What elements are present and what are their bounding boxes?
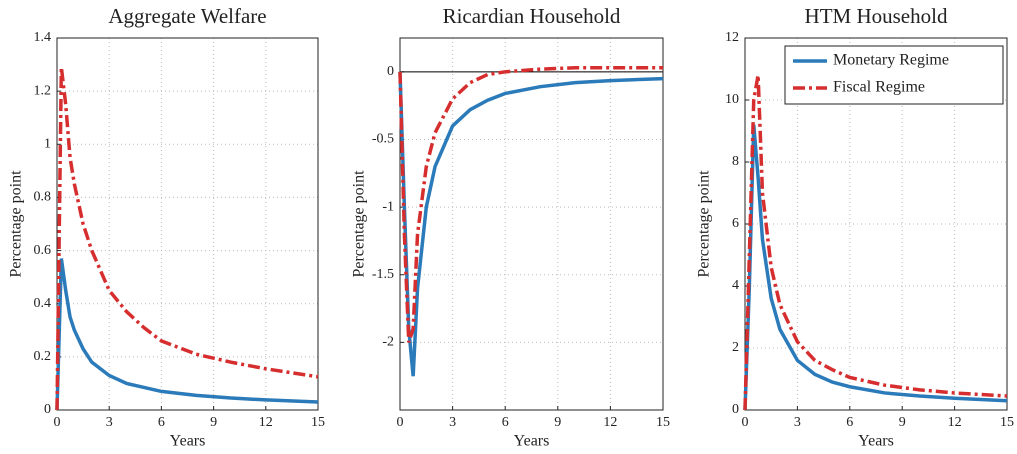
chart-title: Aggregate Welfare [108,4,266,28]
y-tick-label: 1.2 [34,83,52,98]
y-tick-label: 2 [732,340,739,355]
series-line [398,66,663,343]
x-tick-label: 12 [603,415,617,430]
x-tick-label: 6 [502,415,509,430]
x-tick-label: 15 [656,415,670,430]
x-tick-label: 0 [397,415,404,430]
y-tick-label: 1 [44,137,51,152]
x-tick-label: 9 [210,415,217,430]
legend-box [784,45,1004,105]
y-tick-label: 0.6 [34,243,52,258]
y-tick-label: 0 [44,402,51,417]
y-tick-label: -1.5 [372,267,394,282]
axes-frame [399,37,664,411]
y-tick-label: 0 [387,64,394,79]
x-tick-label: 6 [158,415,165,430]
y-tick-label: 4 [732,278,739,293]
x-tick-label: 3 [106,415,113,430]
x-tick-label: 9 [554,415,561,430]
y-axis-label: Percentage point [8,170,25,278]
x-tick-label: 9 [899,415,906,430]
y-tick-label: 1.4 [34,30,52,45]
x-tick-label: 0 [54,415,61,430]
axes-frame [56,37,319,411]
series-line [55,258,319,411]
y-tick-label: 10 [725,92,739,107]
x-tick-label: 12 [948,415,962,430]
chart-title: HTM Household [805,4,948,28]
axes-frame [744,37,1008,411]
y-tick-label: 12 [725,30,739,45]
series-line [743,74,1008,411]
y-tick-label: -2 [382,335,394,350]
x-tick-label: 15 [1000,415,1014,430]
y-tick-label: 0.8 [34,190,52,205]
chart-title: Ricardian Household [443,4,621,28]
y-tick-label: 0.4 [34,296,52,311]
series-line [55,67,319,411]
y-tick-label: -1 [382,199,394,214]
x-axis-label: Years [514,433,550,450]
series-line [398,71,664,377]
x-axis-label: Years [170,433,206,450]
x-tick-label: 15 [311,415,325,430]
series-line [743,124,1008,411]
y-tick-label: 6 [732,216,739,231]
y-axis-label: Percentage point [696,170,713,278]
x-tick-label: 0 [742,415,749,430]
y-tick-label: 0 [732,402,739,417]
y-tick-label: 0.2 [34,349,52,364]
x-tick-label: 6 [846,415,853,430]
legend-label: Monetary Regime [833,52,949,69]
y-tick-label: -0.5 [372,132,394,147]
x-tick-label: 3 [449,415,456,430]
x-axis-label: Years [858,433,894,450]
y-axis-label: Percentage point [351,170,368,278]
x-tick-label: 12 [259,415,273,430]
legend-label: Fiscal Regime [833,79,925,96]
y-tick-label: 8 [732,154,739,169]
x-tick-label: 3 [794,415,801,430]
